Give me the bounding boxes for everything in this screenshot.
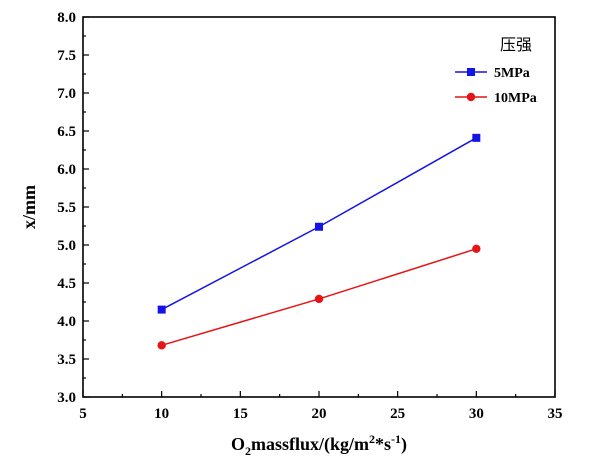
x-axis-title: O2massflux/(kg/m2*s-1) (231, 432, 407, 458)
x-axis: 5 10 15 20 25 30 35 (79, 391, 563, 422)
x-tick-label: 35 (548, 406, 563, 422)
legend-item-5mpa: 5MPa (455, 66, 530, 81)
legend-title: 压强 (500, 35, 532, 54)
data-point (472, 133, 481, 142)
legend-label: 5MPa (494, 66, 530, 81)
y-axis: 3.0 3.5 4.0 4.5 5.0 5.5 6.0 6.5 7.0 7.5 8.0 (57, 10, 89, 406)
x-title-superscript-2: -1 (391, 432, 401, 446)
y-axis-title: x/mm (19, 185, 39, 229)
y-tick-label: 4.0 (57, 314, 76, 330)
y-tick-label: 5.5 (57, 200, 76, 216)
data-point (472, 244, 481, 253)
y-tick-label: 6.0 (57, 162, 76, 178)
y-tick-label: 5.0 (57, 238, 76, 254)
series-5mpa (157, 133, 481, 314)
legend-swatch-marker (467, 68, 475, 76)
data-point (315, 222, 323, 231)
x-title-superscript-1: 2 (369, 432, 375, 446)
y-tick-label: 3.0 (57, 390, 76, 406)
legend: 压强 5MPa 10MPa (455, 35, 537, 106)
y-tick-label: 3.5 (57, 352, 76, 368)
legend-label: 10MPa (494, 91, 537, 106)
x-tick-label: 10 (154, 406, 169, 422)
plot-frame (82, 16, 556, 398)
series-layer (157, 133, 481, 350)
x-title-subscript: 2 (245, 444, 251, 458)
data-point (157, 341, 166, 350)
y-tick-label: 8.0 (57, 10, 76, 26)
y-tick-label: 7.5 (57, 48, 76, 64)
y-tick-label: 6.5 (57, 124, 76, 140)
x-tick-label: 5 (79, 406, 87, 422)
data-point (157, 305, 166, 314)
y-tick-label: 4.5 (57, 276, 76, 292)
x-tick-label: 20 (312, 406, 327, 422)
legend-items: 5MPa 10MPa (455, 66, 537, 106)
data-point (314, 294, 324, 304)
legend-item-10mpa: 10MPa (455, 91, 537, 106)
x-title-main: O (231, 434, 245, 454)
x-title-text-2: *s (375, 434, 391, 454)
x-title-text-1: massflux/(kg/m (251, 434, 369, 455)
series-10mpa (157, 244, 481, 350)
plot-area: 5 10 15 20 25 30 35 3.0 3.5 4.0 4.5 5.0 5.5 6.0 6.5 7.… (57, 10, 562, 422)
legend-swatch-marker (466, 92, 476, 102)
y-tick-label: 7.0 (57, 86, 76, 102)
x-title-text-3: ) (401, 434, 407, 455)
x-tick-label: 30 (469, 406, 484, 422)
x-tick-label: 15 (233, 406, 248, 422)
x-tick-label: 25 (390, 406, 405, 422)
